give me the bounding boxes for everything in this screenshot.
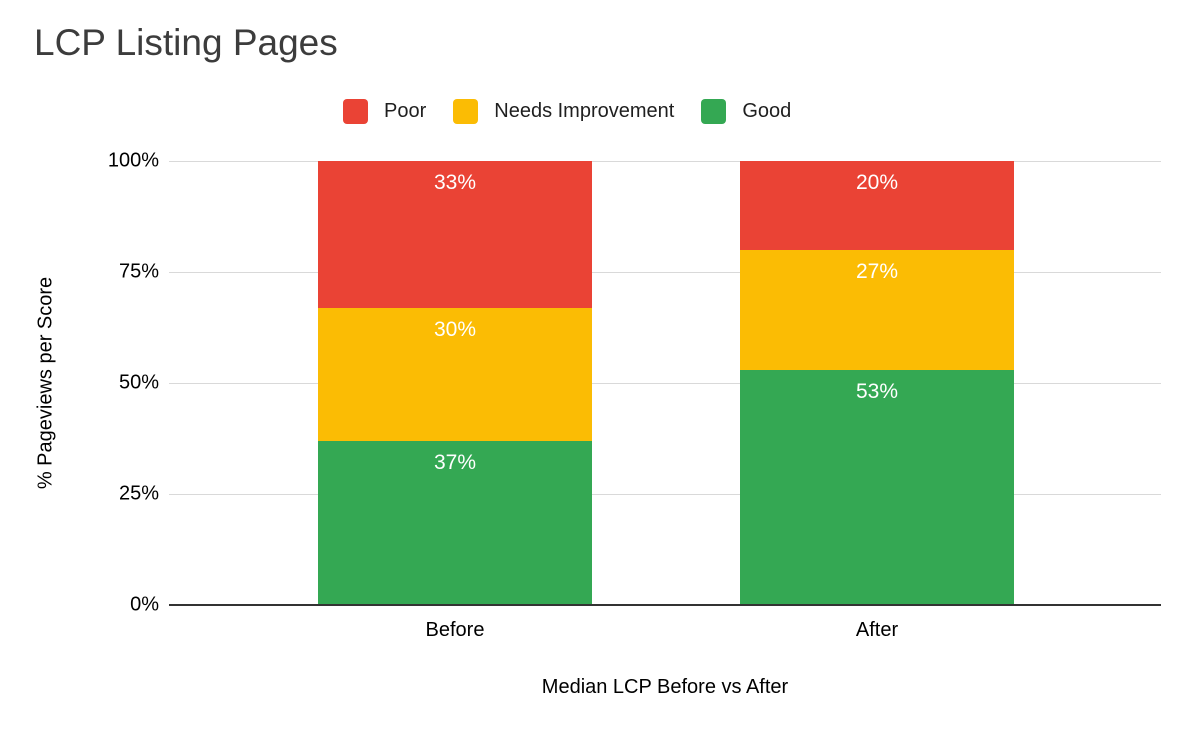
gridline xyxy=(169,383,1161,384)
segment-good-before: 37% xyxy=(318,440,592,605)
bar-before: 37% 30% 33% xyxy=(318,161,592,605)
legend-item-needs-improvement: Needs Improvement xyxy=(453,99,674,124)
x-axis-baseline xyxy=(169,604,1161,606)
y-axis-title: % Pageviews per Score xyxy=(34,276,57,490)
legend-item-good: Good xyxy=(701,99,791,124)
segment-poor-after: 20% xyxy=(740,161,1014,250)
segment-value-label: 33% xyxy=(433,171,477,195)
gridline xyxy=(169,494,1161,495)
segment-value-label: 37% xyxy=(433,450,477,474)
segment-needs-improvement-before: 30% xyxy=(318,307,592,441)
legend-swatch-icon xyxy=(453,99,479,124)
plot-area: 37% 30% 33% Before 53% 27% 20% After xyxy=(169,161,1161,641)
segment-value-label: 27% xyxy=(855,259,899,283)
y-tick-label: 0% xyxy=(130,593,159,616)
y-tick-label: 100% xyxy=(107,149,159,172)
legend-label: Needs Improvement xyxy=(494,100,675,122)
segment-good-after: 53% xyxy=(740,369,1014,605)
x-axis-title: Median LCP Before vs After xyxy=(541,676,789,698)
gridline xyxy=(169,161,1161,162)
legend-label: Poor xyxy=(384,100,427,122)
segment-value-label: 30% xyxy=(433,317,477,341)
gridline xyxy=(169,272,1161,273)
segment-value-label: 20% xyxy=(855,171,899,195)
legend-swatch-icon xyxy=(701,99,727,124)
x-tick-label-after: After xyxy=(855,619,899,641)
y-tick-label: 50% xyxy=(118,371,159,394)
legend-label: Good xyxy=(742,100,792,122)
segment-needs-improvement-after: 27% xyxy=(740,249,1014,370)
chart-title: LCP Listing Pages xyxy=(34,22,338,63)
legend: Poor Needs Improvement Good xyxy=(343,99,791,124)
y-axis-tick-labels: 0% 25% 50% 75% 100% xyxy=(0,150,159,616)
legend-swatch-icon xyxy=(343,99,368,124)
y-tick-label: 25% xyxy=(118,482,159,505)
segment-poor-before: 33% xyxy=(318,161,592,308)
bar-after: 53% 27% 20% xyxy=(740,161,1014,605)
legend-item-poor: Poor xyxy=(343,99,426,124)
x-tick-label-before: Before xyxy=(425,619,485,641)
y-tick-label: 75% xyxy=(118,260,159,283)
segment-value-label: 53% xyxy=(855,379,899,403)
